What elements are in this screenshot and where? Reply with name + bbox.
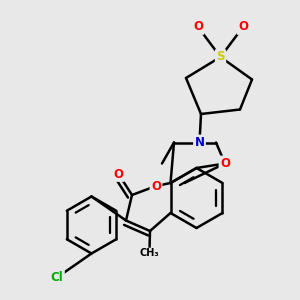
Text: S: S bbox=[216, 50, 225, 64]
Text: O: O bbox=[193, 20, 203, 34]
Text: O: O bbox=[220, 157, 230, 170]
Text: Cl: Cl bbox=[51, 271, 63, 284]
Text: O: O bbox=[113, 167, 124, 181]
Text: N: N bbox=[194, 136, 205, 149]
Text: O: O bbox=[151, 179, 161, 193]
Text: CH₃: CH₃ bbox=[140, 248, 159, 259]
Text: O: O bbox=[238, 20, 248, 34]
